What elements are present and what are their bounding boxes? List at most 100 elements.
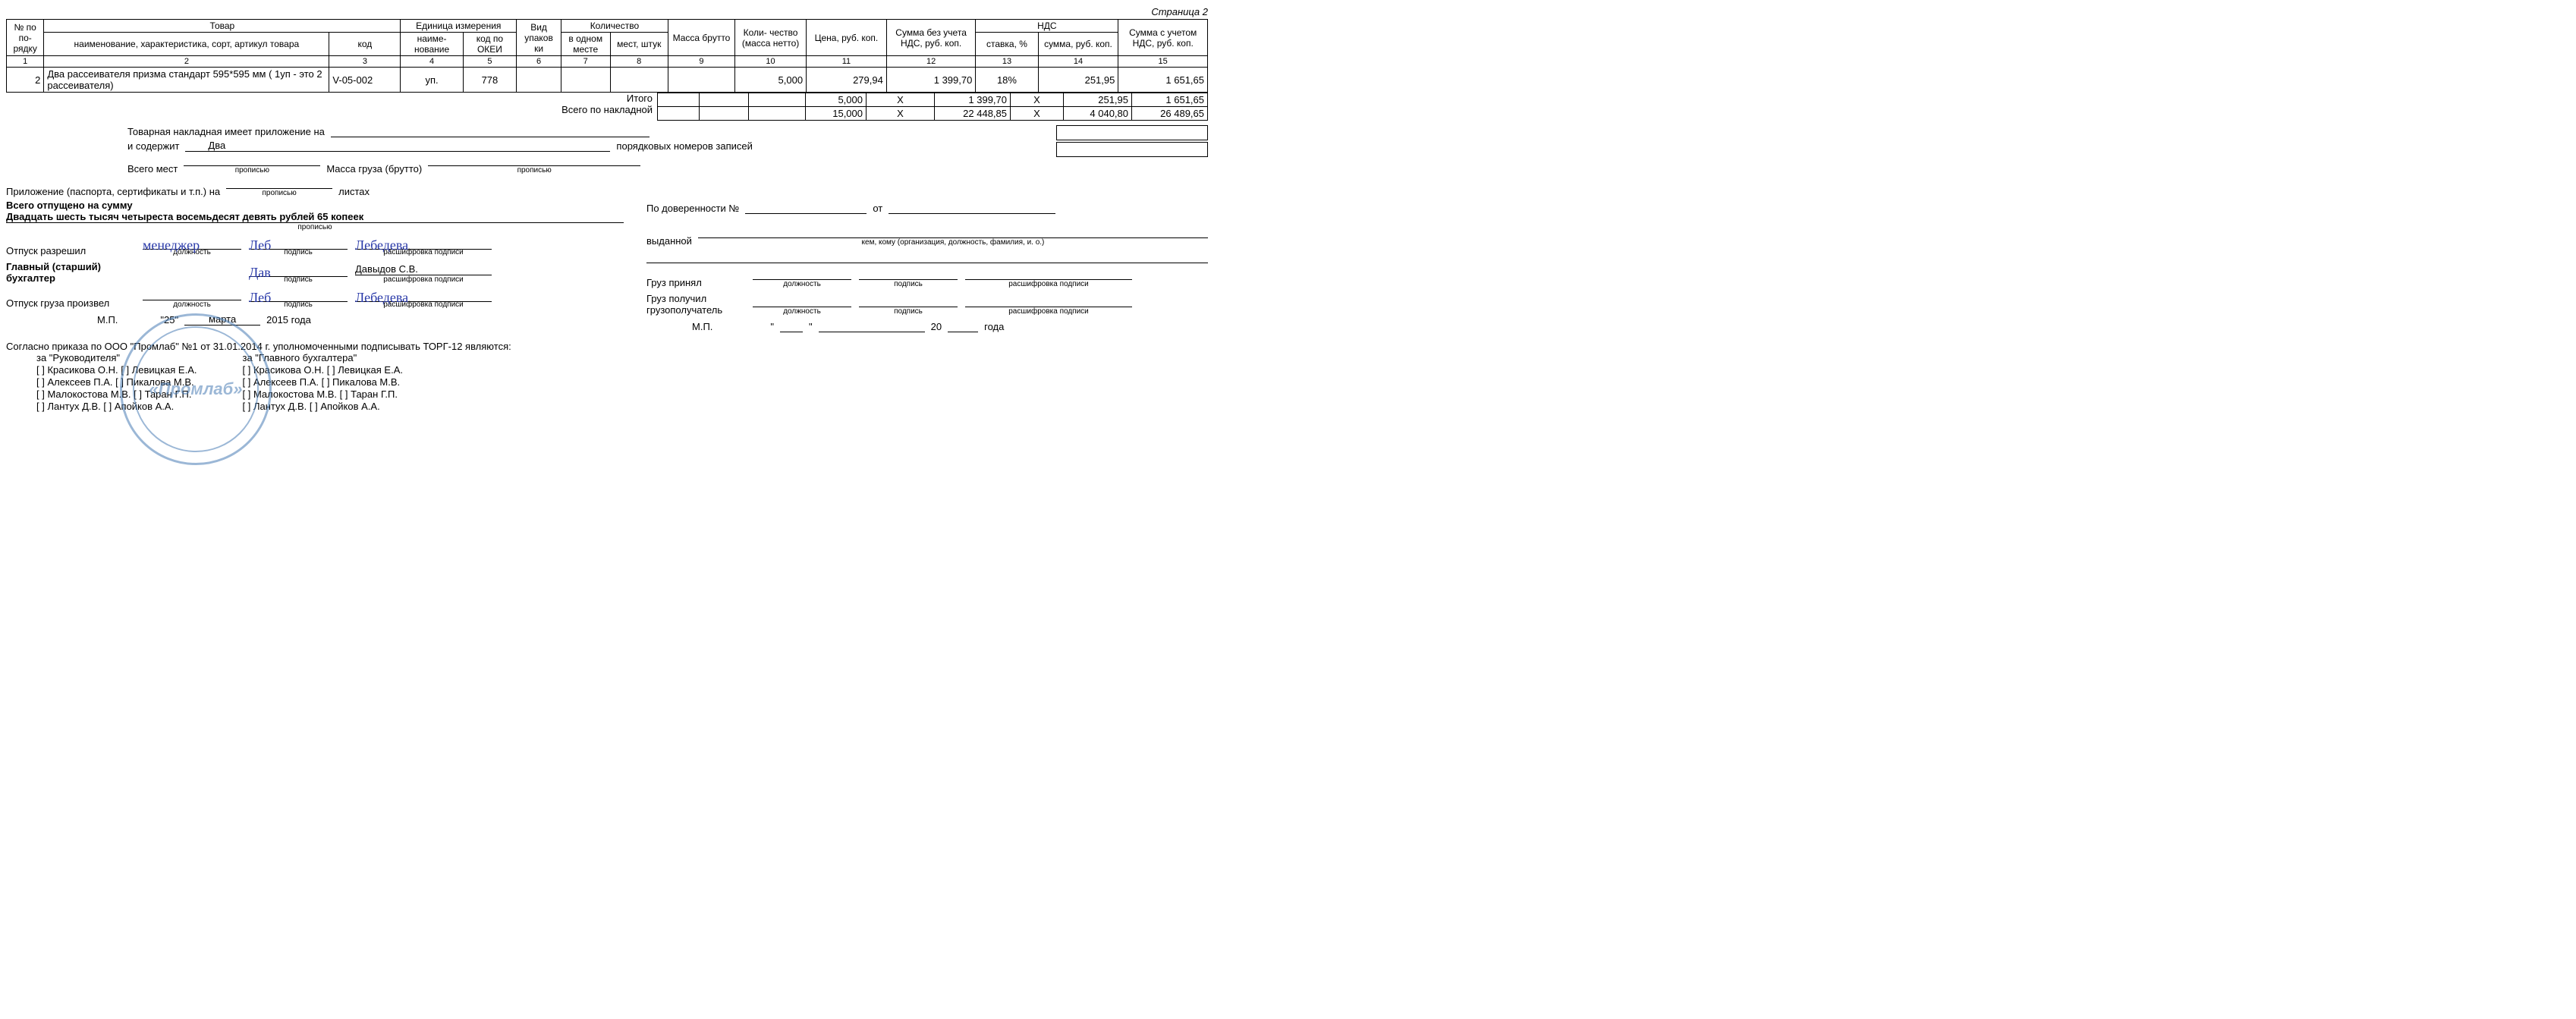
h-order: № по по- рядку [7,20,44,56]
gpol-label: Груз получил грузополучатель [646,293,745,316]
attach-val: Два [185,140,610,152]
r-qty: 5,000 [735,68,807,93]
sub-r5: расшифровка подписи [1008,307,1089,316]
date-y: 2015 года [266,314,311,326]
h-qty-places: мест, штук [610,33,668,56]
vyd-label: выданной [646,235,692,247]
h-vat: НДС [976,20,1118,33]
vsego-label: Всего по накладной [6,104,653,115]
h-goods: Товар [44,20,401,33]
mest-label: Всего мест [127,163,178,175]
h-qty-one: в одном месте [561,33,610,56]
cn-12: 12 [886,56,976,68]
r-name: Два рассеивателя призма стандарт 595*595… [44,68,329,93]
sub-r4: расшифровка подписи [1008,280,1089,288]
h-unit-name: наиме- нование [401,33,463,56]
h-unit-okei: код по ОКЕИ [463,33,517,56]
sig-b2: [ ] Малокостова М.В. [ ] Таран Г.П. [243,388,404,400]
made-label: Отпуск груза произвел [6,297,135,309]
r-sumnv: 1 399,70 [886,68,976,93]
perm-label: Отпуск разрешил [6,245,135,256]
sub-d5: должность [783,307,821,316]
app-label: Приложение (паспорта, сертификаты и т.п.… [6,186,220,197]
buh-label: Главный (старший) бухгалтер [6,261,135,284]
vs-q1 [658,107,700,121]
cn-1: 1 [7,56,44,68]
totals-table: 5,000 X 1 399,70 X 251,95 1 651,65 15,00… [657,93,1208,121]
davydov: Давыдов С.В. [355,263,492,275]
h-pack: Вид упаков ки [517,20,561,56]
sub-prop4: прописью [6,223,624,231]
vs-rate: X [1011,107,1064,121]
order-text: Согласно приказа по ООО "Промлаб" №1 от … [6,341,1208,352]
h-qtynet: Коли- чество (масса нетто) [735,20,807,56]
listah: листах [338,186,370,197]
h-sumv: Сумма с учетом НДС, руб. коп. [1118,20,1208,56]
r-okei: 778 [463,68,517,93]
cn-7: 7 [561,56,610,68]
cn-2: 2 [44,56,329,68]
goods-table: № по по- рядку Товар Единица измерения В… [6,19,1208,93]
sig-r0: [ ] Красикова О.Н. [ ] Левицкая Е.А. [36,364,197,376]
signers-ruk: [ ] Красикова О.Н. [ ] Левицкая Е.А. [ ]… [36,364,197,412]
signers-buh: [ ] Красикова О.Н. [ ] Левицкая Е.А. [ ]… [243,364,404,412]
it-q2 [700,93,749,107]
it-vats: 251,95 [1064,93,1132,107]
for-ruk: за "Руководителя" [36,352,120,363]
sub-r2: расшифровка подписи [383,275,464,284]
sub-d4: должность [783,280,821,288]
itogo-row: 5,000 X 1 399,70 X 251,95 1 651,65 [658,93,1208,107]
sub-d3: должность [173,300,211,309]
vyd-sub: кем, кому (организация, должность, фамил… [862,238,1045,247]
r-q1 [561,68,610,93]
date-d: "25" [160,314,178,326]
sig-b1: [ ] Алексеев П.А. [ ] Пикалова М.В. [243,376,404,388]
r-vats: 251,95 [1038,68,1118,93]
for-buh: за "Главного бухгалтера" [243,352,357,363]
vs-price: X [867,107,935,121]
sig-r2: [ ] Малокостова М.В. [ ] Таран Г.П. [36,388,197,400]
sub-prop3: прописью [262,189,296,197]
h-goods-name: наименование, характеристика, сорт, арти… [44,33,329,56]
vs-mg [749,107,806,121]
h-goods-code: код [329,33,401,56]
vs-sumnv: 22 448,85 [935,107,1011,121]
h-mass: Масса брутто [668,20,734,56]
dov-label: По доверенности № [646,203,739,214]
r-rate: 18% [976,68,1038,93]
sig-r3: [ ] Лантух Д.В. [ ] Апойков А.А. [36,401,197,412]
r-q2 [610,68,668,93]
h-vat-rate: ставка, % [976,33,1038,56]
vs-vats: 4 040,80 [1064,107,1132,121]
r-code: V-05-002 [329,68,401,93]
h-price: Цена, руб. коп. [807,20,887,56]
total-label: Всего отпущено на сумму [6,200,624,211]
date-m: марта [184,313,260,326]
it-sumnv: 1 399,70 [935,93,1011,107]
vsego-row: 15,000 X 22 448,85 X 4 040,80 26 489,65 [658,107,1208,121]
h-unit: Единица измерения [401,20,517,33]
it-price: X [867,93,935,107]
r-n: 2 [7,68,44,93]
h-vat-sum: сумма, руб. коп. [1038,33,1118,56]
cn-4: 4 [401,56,463,68]
r-sumv: 1 651,65 [1118,68,1208,93]
cn-15: 15 [1118,56,1208,68]
cn-14: 14 [1038,56,1118,68]
page-number: Страница 2 [6,6,1208,17]
total-words: Двадцать шесть тысяч четыреста восемьдес… [6,211,624,223]
cn-6: 6 [517,56,561,68]
it-rate: X [1011,93,1064,107]
vs-sumv: 26 489,65 [1132,107,1208,121]
side-boxes [1056,125,1208,159]
y20: 20 [931,321,942,332]
r-mg [668,68,734,93]
vs-qty: 15,000 [806,107,867,121]
cn-8: 8 [610,56,668,68]
it-mg [749,93,806,107]
sub-prop1: прописью [235,166,269,175]
cn-3: 3 [329,56,401,68]
goda: года [984,321,1004,332]
cn-13: 13 [976,56,1038,68]
sub-p5: подпись [894,307,923,316]
